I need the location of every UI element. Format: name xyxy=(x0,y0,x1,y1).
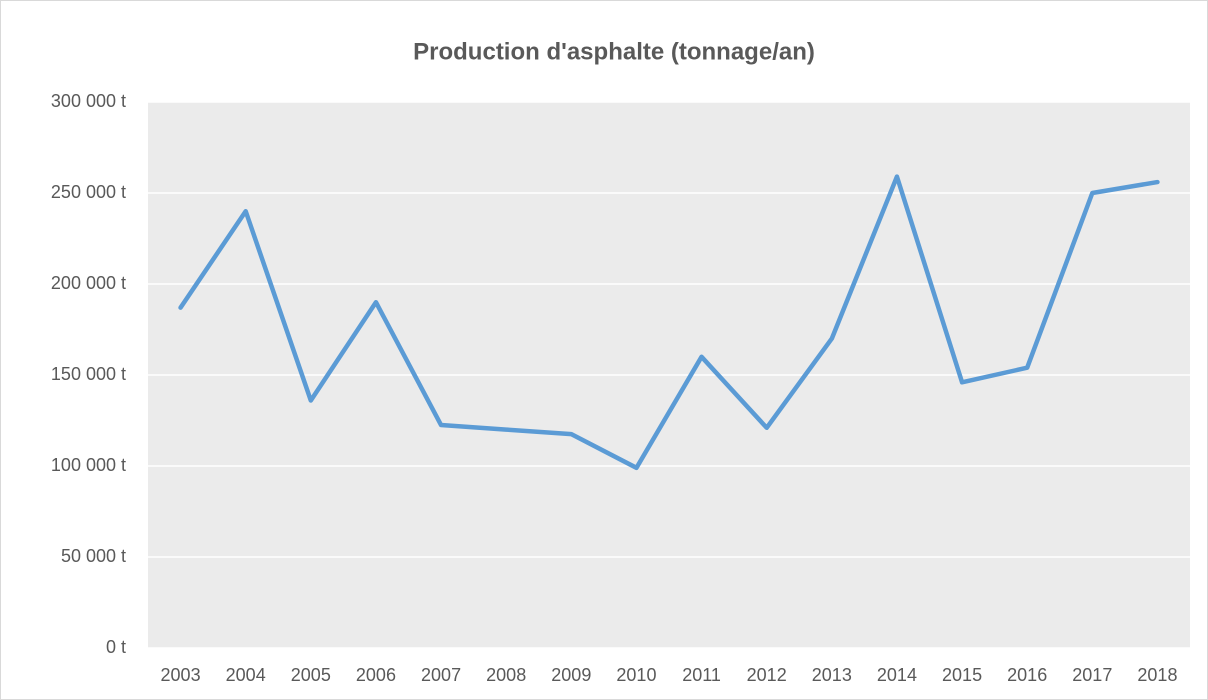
x-tick-label: 2017 xyxy=(1072,665,1112,685)
y-tick-label: 250 000 t xyxy=(51,182,126,202)
x-tick-label: 2007 xyxy=(421,665,461,685)
x-tick-label: 2004 xyxy=(226,665,266,685)
x-tick-label: 2005 xyxy=(291,665,331,685)
y-tick-label: 100 000 t xyxy=(51,455,126,475)
x-tick-label: 2015 xyxy=(942,665,982,685)
x-tick-label: 2018 xyxy=(1137,665,1177,685)
x-tick-label: 2010 xyxy=(616,665,656,685)
x-tick-label: 2008 xyxy=(486,665,526,685)
x-tick-label: 2006 xyxy=(356,665,396,685)
x-tick-label: 2013 xyxy=(812,665,852,685)
y-tick-label: 50 000 t xyxy=(61,546,126,566)
x-tick-label: 2012 xyxy=(747,665,787,685)
x-tick-label: 2003 xyxy=(161,665,201,685)
y-tick-label: 200 000 t xyxy=(51,273,126,293)
y-tick-label: 300 000 t xyxy=(51,91,126,111)
chart-title: Production d'asphalte (tonnage/an) xyxy=(413,38,815,65)
y-tick-label: 0 t xyxy=(106,637,126,657)
x-tick-label: 2014 xyxy=(877,665,917,685)
x-tick-label: 2009 xyxy=(551,665,591,685)
x-tick-label: 2016 xyxy=(1007,665,1047,685)
data-line xyxy=(178,174,1160,471)
y-tick-label: 150 000 t xyxy=(51,364,126,384)
x-tick-label: 2011 xyxy=(682,665,721,685)
